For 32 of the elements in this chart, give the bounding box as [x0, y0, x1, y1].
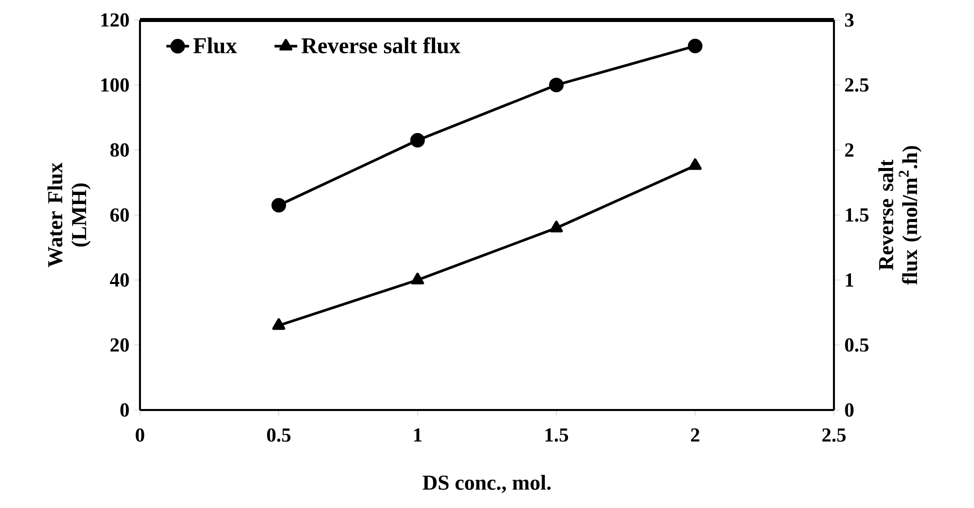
- y2-tick-label: 3: [845, 13, 854, 27]
- y2-tick-label: 1: [846, 273, 854, 287]
- y-tick-label: 40: [110, 273, 129, 287]
- x-tick-label: 0: [136, 428, 144, 442]
- y2-tick-label: 0: [845, 403, 854, 417]
- x-tick-label: 1.5: [546, 428, 568, 442]
- y-axis-title: Water Flux (LMH): [47, 162, 91, 268]
- x-tick-label: 2.5: [822, 428, 846, 442]
- y-tick-label: 0: [120, 403, 129, 417]
- legend-label: Flux: [193, 37, 237, 54]
- y-tick-label: 100: [101, 78, 129, 92]
- point: [688, 158, 702, 170]
- point: [688, 38, 702, 54]
- y-tick-label: 120: [101, 13, 129, 27]
- y2-tick-label: 2.5: [845, 78, 868, 92]
- point: [271, 198, 286, 213]
- y2-tick-label: 1.5: [846, 208, 868, 222]
- x-tick-label: 1: [414, 428, 422, 442]
- y-tick-label: 60: [110, 208, 129, 222]
- x-tick-label: 0.5: [267, 428, 290, 442]
- point: [550, 220, 563, 232]
- y-tick-label: 80: [110, 143, 129, 157]
- point: [272, 318, 286, 330]
- x-tick-label: 2: [691, 428, 700, 442]
- point: [410, 132, 425, 148]
- y2-tick-label: 0.5: [845, 338, 868, 352]
- point: [411, 272, 424, 284]
- point: [549, 78, 564, 92]
- legend-label: Reverse salt flux: [302, 37, 460, 54]
- y2-tick-label: 2: [845, 143, 854, 157]
- x-axis-title: DS conc., mol.: [422, 474, 551, 493]
- y-tick-label: 20: [110, 338, 129, 352]
